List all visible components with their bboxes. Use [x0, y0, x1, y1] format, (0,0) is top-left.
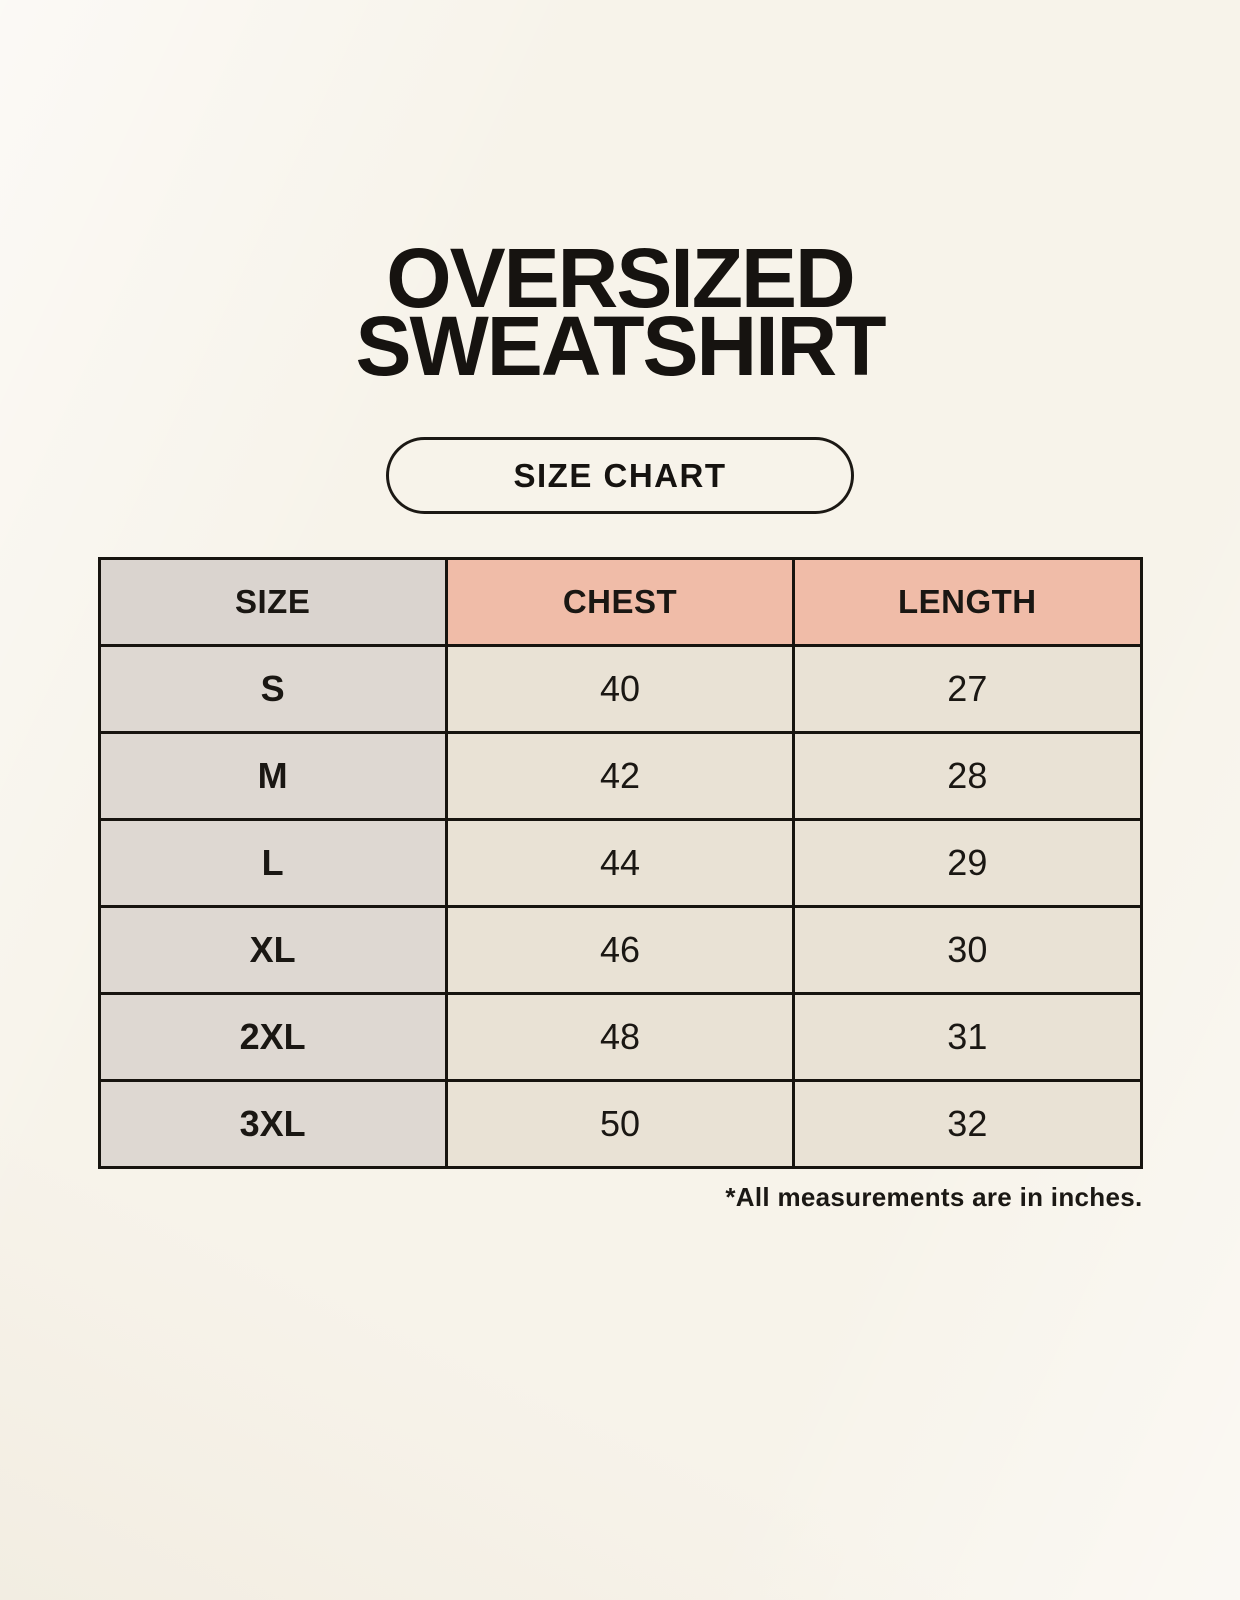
table-row: L 44 29 — [97, 818, 1143, 908]
column-header-size: SIZE — [97, 557, 448, 647]
page-title: OVERSIZED SWEATSHIRT — [0, 0, 1240, 393]
size-table: SIZE CHEST LENGTH S 40 27 M 42 28 L 44 2… — [97, 557, 1143, 1169]
table-row: S 40 27 — [97, 644, 1143, 734]
length-cell: 30 — [792, 905, 1143, 995]
size-chart-button[interactable]: SIZE CHART — [386, 437, 854, 514]
length-cell: 32 — [792, 1079, 1143, 1169]
size-cell: XL — [97, 905, 448, 995]
header-row: SIZE CHEST LENGTH — [97, 557, 1143, 647]
size-chart-button-label: SIZE CHART — [513, 456, 727, 494]
column-header-chest: CHEST — [444, 557, 796, 647]
length-cell: 31 — [792, 992, 1143, 1082]
column-header-length: LENGTH — [792, 557, 1143, 647]
size-table-head: SIZE CHEST LENGTH — [97, 557, 1143, 647]
size-cell: M — [97, 731, 448, 821]
chest-cell: 40 — [444, 644, 796, 734]
chest-cell: 42 — [444, 731, 796, 821]
chest-cell: 46 — [444, 905, 796, 995]
page-title-line-1: OVERSIZED — [386, 231, 855, 325]
chest-cell: 48 — [444, 992, 796, 1082]
table-row: XL 46 30 — [97, 905, 1143, 995]
size-cell: S — [97, 644, 448, 734]
length-cell: 27 — [792, 644, 1143, 734]
size-table-body: S 40 27 M 42 28 L 44 29 XL 46 30 2XL 48 — [97, 644, 1143, 1169]
size-cell: L — [97, 818, 448, 908]
table-row: 3XL 50 32 — [97, 1079, 1143, 1169]
page-title-line-2: SWEATSHIRT — [355, 299, 886, 393]
chest-cell: 44 — [444, 818, 796, 908]
measurements-footnote: *All measurements are in inches. — [725, 1182, 1143, 1212]
table-row: M 42 28 — [97, 731, 1143, 821]
length-cell: 28 — [792, 731, 1143, 821]
length-cell: 29 — [792, 818, 1143, 908]
size-cell: 3XL — [97, 1079, 448, 1169]
size-cell: 2XL — [97, 992, 448, 1082]
table-row: 2XL 48 31 — [97, 992, 1143, 1082]
chest-cell: 50 — [444, 1079, 796, 1169]
